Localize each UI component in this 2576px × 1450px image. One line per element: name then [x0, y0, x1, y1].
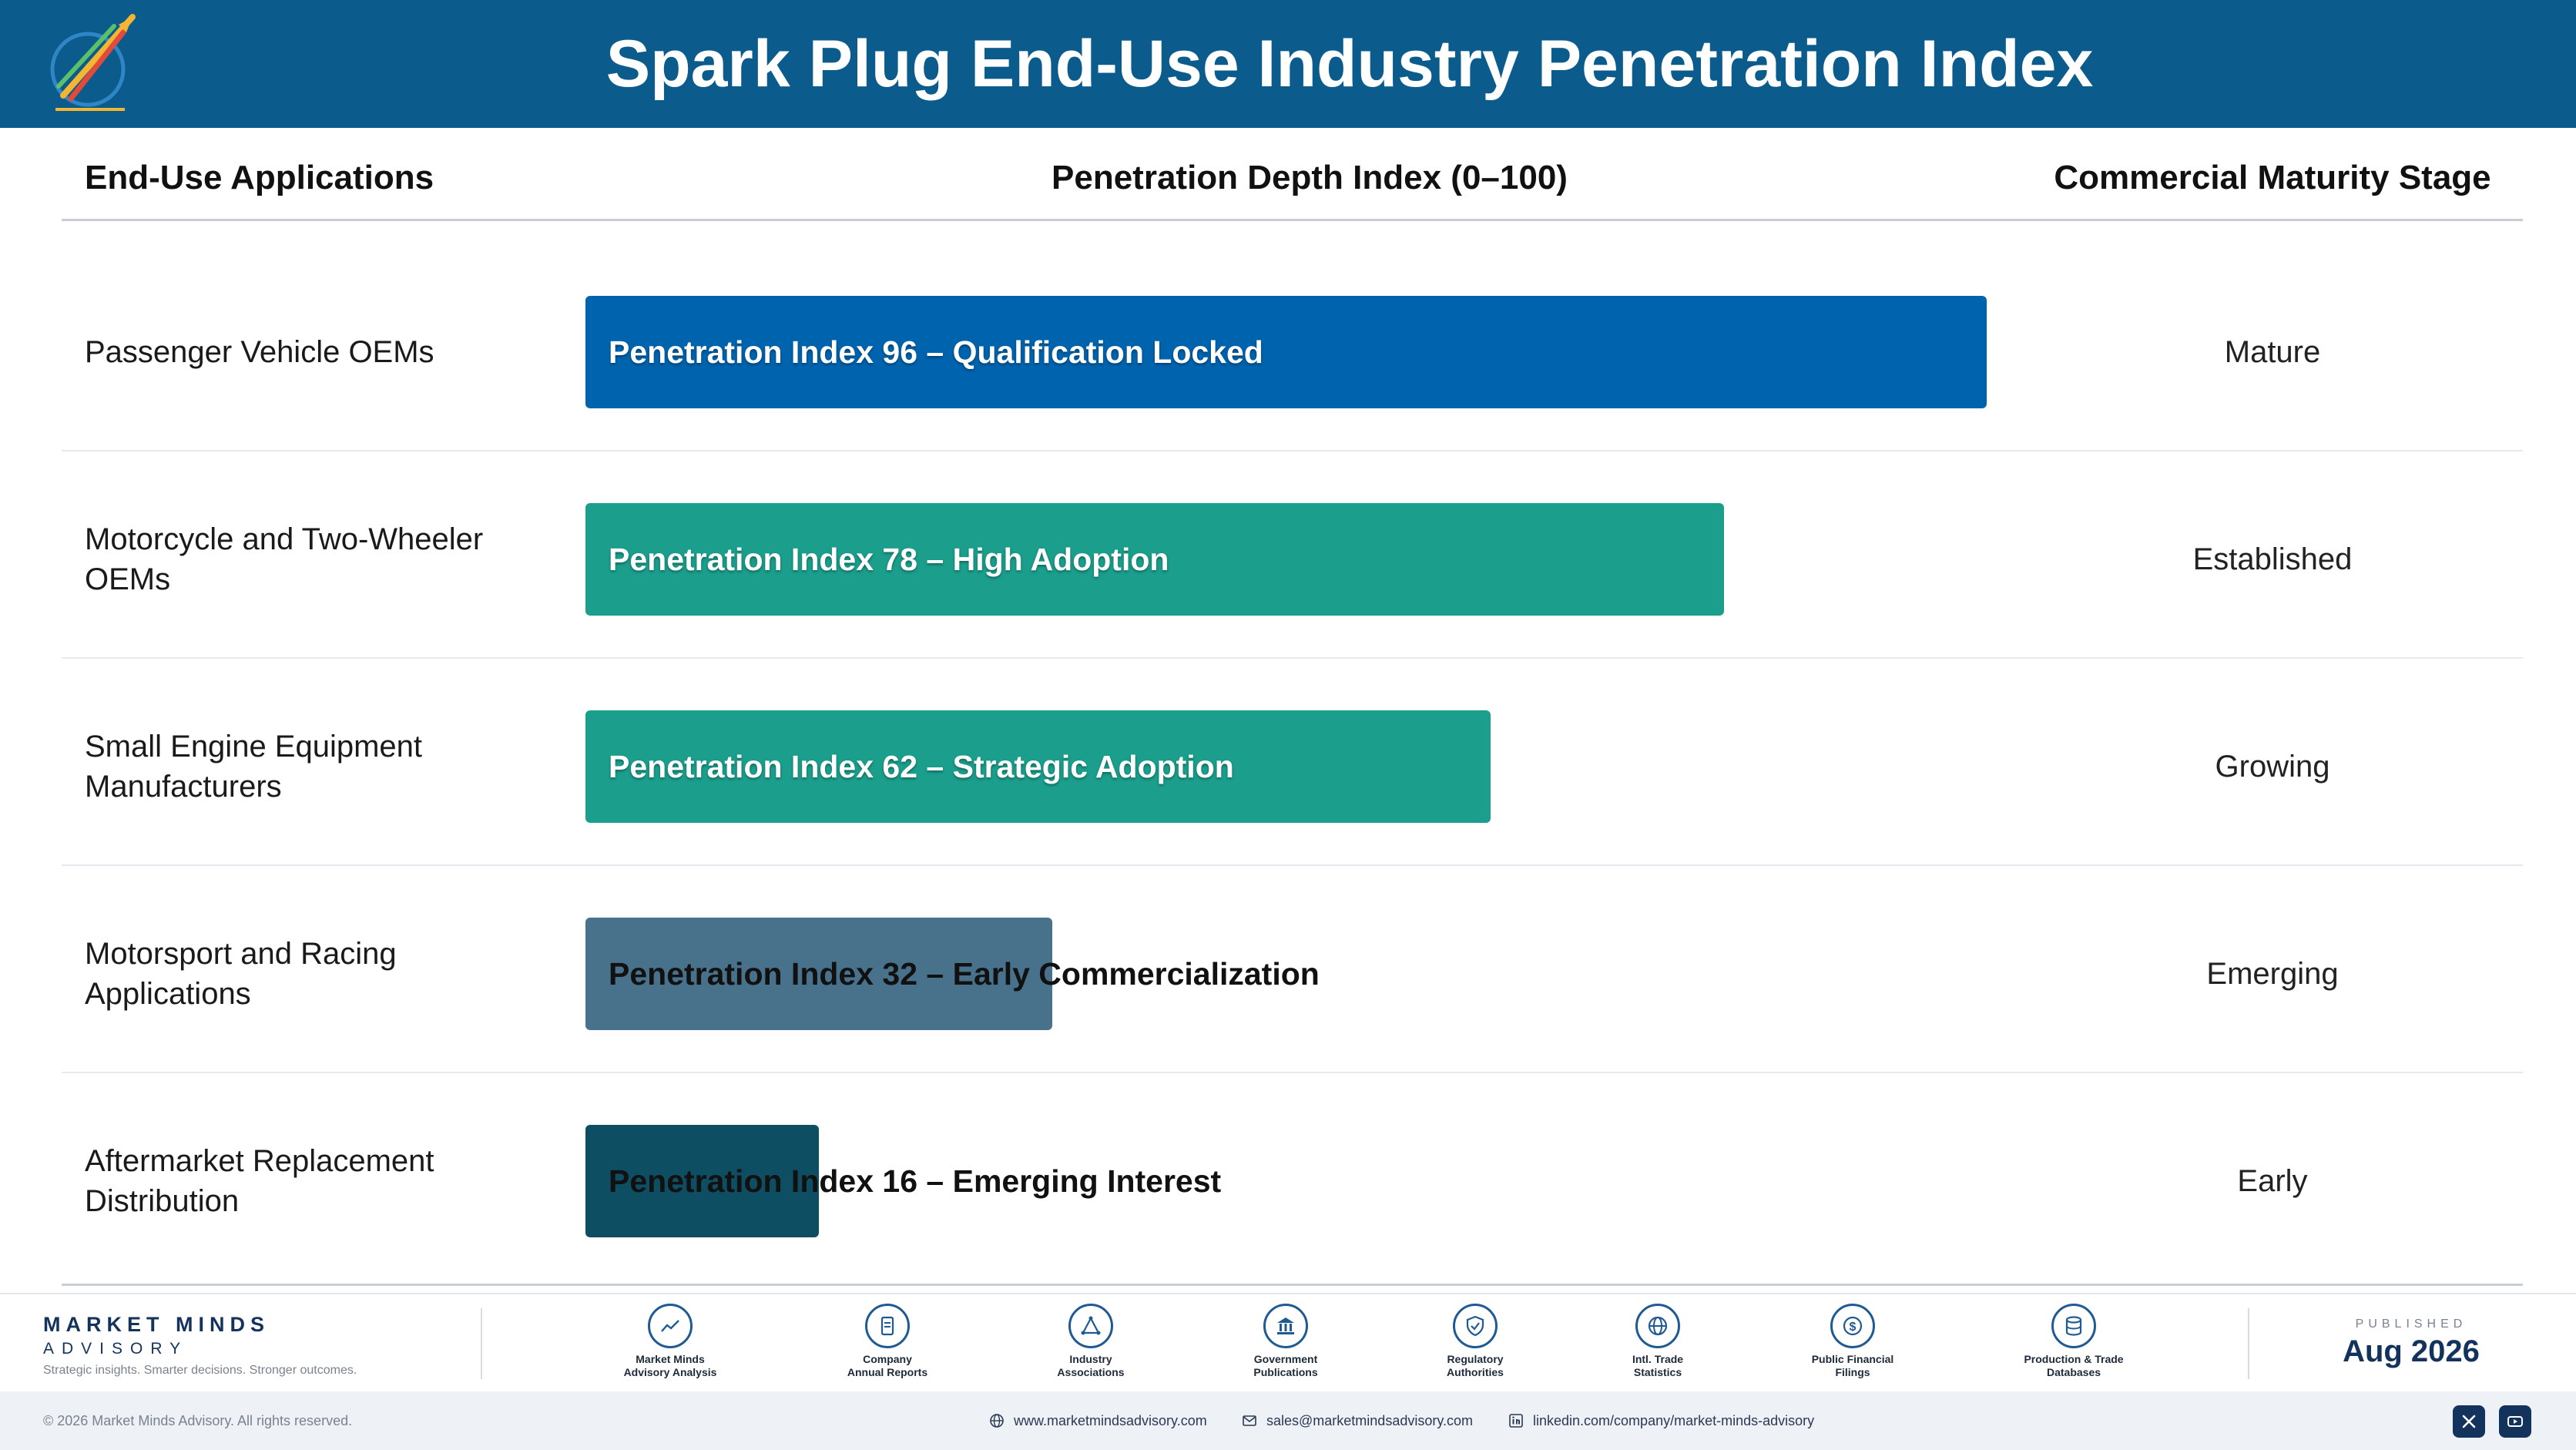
copyright: © 2026 Market Minds Advisory. All rights… — [43, 1413, 353, 1428]
website-link[interactable]: www.marketmindsadvisory.com — [989, 1391, 1207, 1450]
maturity-stage-label: Established — [2192, 542, 2353, 576]
x-social-button[interactable] — [2453, 1405, 2485, 1438]
chart-bottom-divider — [62, 1284, 2523, 1286]
source-label-line1: Intl. Trade — [1632, 1353, 1684, 1365]
source-label-line2: Publications — [1253, 1366, 1318, 1378]
source-label: Intl. Trade Statistics — [1581, 1353, 1735, 1379]
published-date: Aug 2026 — [2343, 1334, 2480, 1368]
source-label: Regulatory Authorities — [1398, 1353, 1552, 1379]
source-item: Intl. Trade Statistics — [1581, 1304, 1735, 1379]
row-divider — [62, 1072, 2523, 1073]
source-label-line1: Production & Trade — [2024, 1353, 2124, 1365]
column-header-index: Penetration Depth Index (0–100) — [1052, 159, 1568, 196]
source-label-line2: Databases — [2046, 1366, 2101, 1378]
source-item: Company Annual Reports — [810, 1304, 964, 1379]
source-item: Regulatory Authorities — [1398, 1304, 1552, 1379]
published-label: PUBLISHED — [2355, 1317, 2467, 1331]
source-label-line2: Authorities — [1447, 1366, 1504, 1378]
penetration-bar — [585, 296, 1987, 408]
bar-data-label: Penetration Index 96 – Qualification Loc… — [609, 334, 1263, 370]
brand-subtitle: ADVISORY — [43, 1340, 189, 1358]
email-link[interactable]: sales@marketmindsadvisory.com — [1242, 1391, 1473, 1450]
penetration-bar — [585, 710, 1491, 823]
source-label-line2: Annual Reports — [847, 1366, 928, 1378]
source-label: Company Annual Reports — [810, 1353, 964, 1379]
bar-data-label: Penetration Index 78 – High Adoption — [609, 542, 1169, 577]
footer-divider — [2248, 1308, 2249, 1379]
linkedin-icon — [1509, 1414, 1523, 1428]
source-label-line2: Advisory Analysis — [623, 1366, 717, 1378]
logo-icon — [50, 14, 136, 111]
row-divider — [62, 450, 2523, 451]
row-application-label: Aftermarket Replacement Distribution — [85, 1144, 434, 1218]
globe-icon — [1635, 1304, 1680, 1348]
bottom-bar: © 2026 Market Minds Advisory. All rights… — [0, 1391, 2576, 1450]
source-label-line2: Associations — [1057, 1366, 1125, 1378]
globe-icon — [990, 1414, 1004, 1428]
website-text: www.marketmindsadvisory.com — [1014, 1412, 1207, 1428]
dollar-coin-icon: $ — [1830, 1304, 1875, 1348]
source-label: Production & Trade Databases — [1997, 1353, 2151, 1379]
source-label-line1: Market Minds — [636, 1353, 705, 1365]
network-icon — [1068, 1304, 1113, 1348]
penetration-bar — [585, 503, 1724, 616]
mail-icon — [1243, 1415, 1256, 1426]
svg-text:$: $ — [1850, 1321, 1857, 1334]
source-item: Market Minds Advisory Analysis — [593, 1304, 747, 1379]
bar-data-label: Penetration Index 16 – Emerging Interest — [609, 1163, 1222, 1199]
maturity-stage-label: Emerging — [2206, 957, 2339, 991]
page-title: Spark Plug End-Use Industry Penetration … — [605, 27, 2094, 101]
source-label-line1: Government — [1253, 1353, 1318, 1365]
source-label-line1: Public Financial — [1811, 1353, 1894, 1365]
row-divider — [62, 657, 2523, 659]
source-label-line1: Company — [863, 1353, 912, 1365]
maturity-stage-label: Mature — [2224, 335, 2321, 369]
column-header-applications: End-Use Applications — [85, 159, 434, 196]
source-label-line2: Filings — [1835, 1366, 1870, 1378]
penetration-bar — [585, 918, 1052, 1030]
bar-data-label: Penetration Index 62 – Strategic Adoptio… — [609, 749, 1234, 784]
linkedin-link[interactable]: linkedin.com/company/market-minds-adviso… — [1508, 1391, 1814, 1450]
maturity-stage-label: Growing — [2215, 750, 2330, 784]
maturity-stage-label: Early — [2237, 1164, 2308, 1198]
database-icon — [2051, 1304, 2096, 1348]
trend-chart-icon — [648, 1304, 693, 1348]
document-icon — [865, 1304, 910, 1348]
source-label: Public Financial Filings — [1776, 1353, 1930, 1379]
source-label-line2: Statistics — [1633, 1366, 1682, 1378]
header-divider — [62, 219, 2523, 221]
source-label: Market Minds Advisory Analysis — [593, 1353, 747, 1379]
youtube-social-button[interactable] — [2499, 1405, 2531, 1438]
row-application-label: Small Engine Equipment Manufacturers — [85, 730, 423, 804]
footer: MARKET MINDS ADVISORY Strategic insights… — [0, 1293, 2576, 1391]
linkedin-text: linkedin.com/company/market-minds-adviso… — [1533, 1412, 1815, 1428]
bar-data-label: Penetration Index 32 – Early Commerciali… — [609, 956, 1320, 992]
source-label-line1: Regulatory — [1447, 1353, 1504, 1365]
row-divider — [62, 864, 2523, 866]
email-text: sales@marketmindsadvisory.com — [1266, 1412, 1474, 1428]
source-label: Industry Associations — [1014, 1353, 1168, 1379]
source-item: Production & Trade Databases — [1997, 1304, 2151, 1379]
youtube-icon — [2507, 1416, 2523, 1427]
column-header-stage: Commercial Maturity Stage — [2054, 159, 2491, 196]
x-icon — [2462, 1415, 2476, 1428]
source-item: Industry Associations — [1014, 1304, 1168, 1379]
penetration-bar — [585, 1125, 819, 1237]
row-application-label: Motorsport and Racing Applications — [85, 937, 397, 1011]
brand-name: MARKET MINDS — [43, 1313, 270, 1336]
row-application-label: Motorcycle and Two-Wheeler OEMs — [85, 522, 484, 596]
government-building-icon — [1263, 1304, 1308, 1348]
source-label: Government Publications — [1209, 1353, 1363, 1379]
brand-tagline: Strategic insights. Smarter decisions. S… — [43, 1364, 357, 1377]
footer-divider — [481, 1308, 482, 1379]
source-label-line1: Industry — [1069, 1353, 1112, 1365]
header-banner: Spark Plug End-Use Industry Penetration … — [0, 0, 2576, 128]
source-item: Government Publications — [1209, 1304, 1363, 1379]
row-application-label: Passenger Vehicle OEMs — [85, 335, 434, 369]
source-item: $ Public Financial Filings — [1776, 1304, 1930, 1379]
shield-check-icon — [1453, 1304, 1498, 1348]
